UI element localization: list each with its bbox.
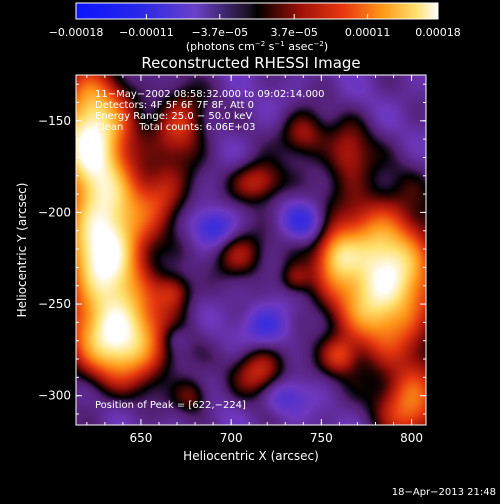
colorbar-tick-label: −0.00011: [119, 26, 174, 39]
annotation-block: 11−May−2002 08:58:32.000 to 09:02:14.000…: [95, 89, 325, 411]
y-axis-label: Heliocentric Y (arcsec): [15, 183, 29, 318]
x-tick-label: 650: [129, 431, 152, 445]
plot-frame: [75, 74, 427, 426]
chart-title: Reconstructed RHESSI Image: [141, 54, 360, 72]
annotation-peak-position: Position of Peak = [622,−224]: [95, 400, 246, 411]
x-tick-label: 800: [400, 431, 423, 445]
x-tick-label: 700: [220, 431, 243, 445]
colorbar-unit-label: (photons cm−2 s−1 asec−2): [186, 40, 328, 53]
colorbar: [75, 2, 439, 20]
annotation-detectors: Detectors: 4F 5F 6F 7F 8F, Att 0: [95, 100, 254, 111]
colorbar-tick-label: −3.7e−05: [191, 26, 248, 39]
y-axis: −150 −200 −250 −300: [38, 83, 426, 415]
annotation-energy-range: Energy Range: 25.0 − 50.0 keV: [95, 111, 252, 122]
footer-timestamp: 18−Apr−2013 21:48: [392, 487, 496, 498]
y-tick-label: −300: [38, 389, 71, 403]
colorbar-ticks: −0.00018 −0.00011 −3.7e−05 3.7e−05 0.00011 0.…: [49, 14, 461, 39]
x-tick-label: 750: [310, 431, 333, 445]
y-tick-label: −150: [38, 114, 71, 128]
annotation-counts: Clean Total counts: 6.06E+03: [95, 122, 255, 133]
x-axis: 650 700 750 800: [86, 75, 423, 445]
colorbar-tick-label: −0.00018: [49, 26, 104, 39]
heatmap-image: [76, 75, 426, 425]
y-tick-label: −250: [38, 297, 71, 311]
colorbar-tick-label: 3.7e−05: [270, 26, 317, 39]
x-axis-label: Heliocentric X (arcsec): [183, 449, 319, 463]
colorbar-tick-label: 0.00018: [415, 26, 461, 39]
annotation-time-range: 11−May−2002 08:58:32.000 to 09:02:14.000: [95, 89, 325, 100]
y-tick-label: −200: [38, 205, 71, 219]
colorbar-tick-label: 0.00011: [345, 26, 391, 39]
